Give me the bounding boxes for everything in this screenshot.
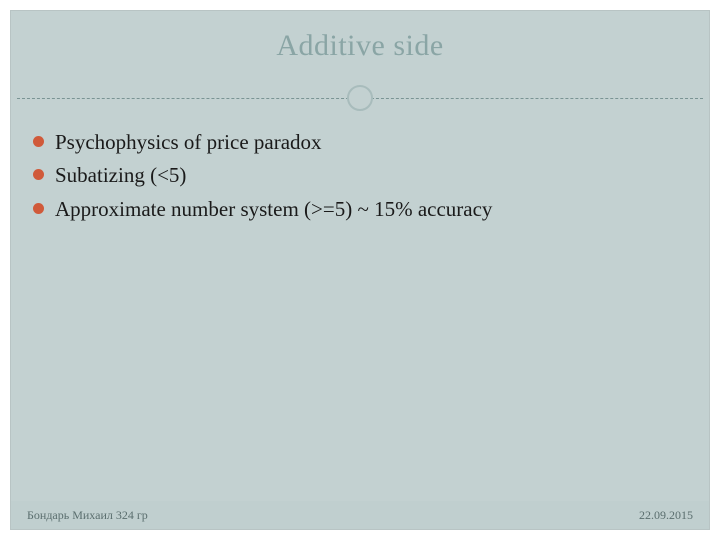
footer: Бондарь Михаил 324 гр 22.09.2015 xyxy=(11,501,709,529)
content-area: Psychophysics of price paradox Subatizin… xyxy=(11,113,709,224)
bullet-icon xyxy=(33,169,44,180)
footer-author: Бондарь Михаил 324 гр xyxy=(27,508,148,523)
bullet-text: Psychophysics of price paradox xyxy=(55,130,322,154)
bullet-icon xyxy=(33,203,44,214)
list-item: Subatizing (<5) xyxy=(55,160,679,190)
list-item: Approximate number system (>=5) ~ 15% ac… xyxy=(55,194,679,224)
footer-date: 22.09.2015 xyxy=(639,508,693,523)
divider xyxy=(11,85,709,113)
circle-ornament-icon xyxy=(347,85,373,111)
slide-frame: Additive side Psychophysics of price par… xyxy=(10,10,710,530)
title-area: Additive side xyxy=(11,11,709,63)
bullet-list: Psychophysics of price paradox Subatizin… xyxy=(55,127,679,224)
bullet-text: Approximate number system (>=5) ~ 15% ac… xyxy=(55,197,492,221)
slide-title: Additive side xyxy=(11,29,709,63)
list-item: Psychophysics of price paradox xyxy=(55,127,679,157)
bullet-text: Subatizing (<5) xyxy=(55,163,186,187)
bullet-icon xyxy=(33,136,44,147)
slide: Additive side Psychophysics of price par… xyxy=(0,0,720,540)
